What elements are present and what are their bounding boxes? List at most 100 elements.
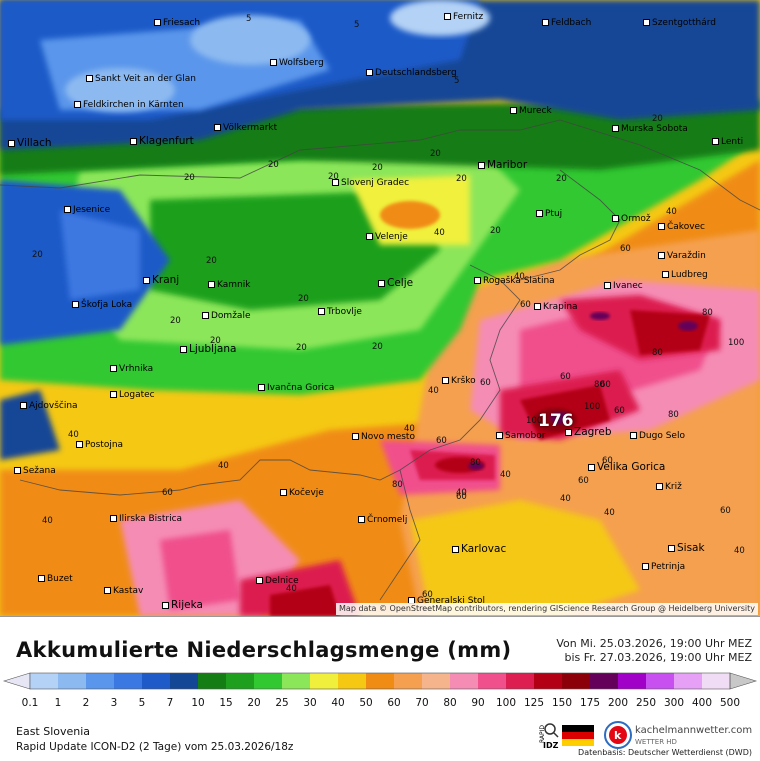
city-label: Sežana [14, 466, 56, 476]
contour-label: 60 [600, 380, 611, 390]
city-name: Ivanec [613, 281, 643, 291]
city-marker-icon [72, 301, 79, 308]
contour-label: 5 [354, 20, 360, 30]
contour-label: 60 [422, 590, 433, 600]
scale-swatch [478, 673, 506, 689]
scale-tick-label: 3 [110, 697, 118, 709]
scale-tick-label: 90 [471, 697, 485, 709]
scale-swatch [646, 673, 674, 689]
city-name: Völkermarkt [223, 123, 278, 133]
city-label: Wolfsberg [270, 58, 324, 68]
contour-label: 60 [578, 476, 589, 486]
city-marker-icon [280, 489, 287, 496]
data-source: Datenbasis: Deutscher Wetterdienst (DWD) [578, 748, 752, 757]
city-name: Petrinja [651, 562, 686, 572]
contour-label: 20 [32, 250, 43, 260]
scale-swatch [198, 673, 226, 689]
contour-label: 100 [728, 338, 745, 348]
contour-label: 80 [470, 458, 481, 468]
city-name: Klagenfurt [139, 135, 194, 147]
legend-panel: Akkumulierte Niederschlagsmenge (mm) Von… [0, 616, 760, 761]
period-text: Von Mi. 25.03.2026, 19:00 Uhr MEZ bis Fr… [556, 637, 752, 665]
precipitation-map[interactable]: Friesach Fernitz Feldbach Szentgotthárd Sank… [0, 0, 760, 616]
contour-label: 60 [436, 436, 447, 446]
contour-label: 20 [268, 160, 279, 170]
city-name: Karlovac [461, 543, 507, 555]
city-marker-icon [332, 179, 339, 186]
contour-label: 80 [652, 348, 663, 358]
city-marker-icon [76, 441, 83, 448]
city-label: Velika Gorica [588, 462, 665, 472]
scale-tick-label: 20 [247, 697, 261, 709]
scale-tick-label: 300 [663, 697, 685, 709]
contour-label: 20 [372, 342, 383, 352]
city-marker-icon [180, 345, 187, 353]
city-label: Villach [8, 138, 52, 148]
city-name: Novo mesto [361, 432, 415, 442]
contour-label: 20 [328, 172, 339, 182]
scale-tick-label: 7 [166, 697, 174, 709]
contour-label: 40 [218, 461, 229, 471]
city-label: Škofja Loka [72, 300, 132, 310]
scale-swatch [58, 673, 86, 689]
city-name: Sežana [23, 466, 56, 476]
city-name: Slovenj Gradec [341, 178, 410, 188]
city-marker-icon [86, 75, 93, 82]
scale-swatch [534, 673, 562, 689]
city-name: Generalski Stol [417, 596, 485, 606]
city-name: Velika Gorica [597, 461, 666, 473]
scale-tick-label: 100 [495, 697, 517, 709]
city-name: Krško [451, 376, 476, 386]
contour-label: 20 [372, 163, 383, 173]
city-marker-icon [258, 384, 265, 391]
contour-label: 40 [404, 424, 415, 434]
city-label: Kastav [104, 586, 143, 596]
scale-tick-label: 175 [579, 697, 601, 709]
city-name: Delnice [265, 576, 299, 586]
contour-label: 80 [702, 308, 713, 318]
city-label: Karlovac [452, 544, 506, 554]
contour-label: 20 [490, 226, 501, 236]
city-name: Ptuj [545, 209, 563, 219]
city-marker-icon [496, 432, 503, 439]
city-name: Villach [17, 137, 52, 149]
city-name: Samobor [505, 431, 546, 441]
city-marker-icon [110, 365, 117, 372]
city-name: Črnomelj [367, 515, 408, 525]
scale-swatch [254, 673, 282, 689]
contour-label: 60 [620, 244, 631, 254]
city-label: Deutschlandsberg [366, 68, 457, 78]
city-label: Kamnik [208, 280, 250, 290]
contour-label: 20 [296, 343, 307, 353]
city-name: Mureck [519, 106, 552, 116]
city-label: Petrinja [642, 562, 685, 572]
city-label: Murska Sobota [612, 124, 688, 134]
city-label: Varaždin [658, 251, 706, 261]
city-marker-icon [442, 377, 449, 384]
contour-label: 60 [456, 492, 467, 502]
contour-label: 5 [246, 14, 252, 24]
city-marker-icon [510, 107, 517, 114]
city-marker-icon [366, 69, 373, 76]
contour-label: 40 [286, 584, 297, 594]
contour-label: 60 [602, 456, 613, 466]
city-name: Celje [387, 277, 414, 289]
city-label: Maribor [478, 160, 527, 170]
scale-arrow-left [2, 672, 31, 690]
scale-arrow-right [729, 672, 758, 690]
city-marker-icon [352, 433, 359, 440]
city-marker-icon [612, 125, 619, 132]
scale-tick-label: 200 [607, 697, 629, 709]
city-label: Rogaška Slatina [474, 276, 555, 286]
city-name: Jesenice [73, 205, 111, 215]
scale-tick-label: 150 [551, 697, 573, 709]
scale-tick-label: 1 [54, 697, 62, 709]
city-marker-icon [8, 139, 15, 147]
city-label: Črnomelj [358, 515, 407, 525]
city-label: Domžale [202, 311, 250, 321]
scale-tick-label: 40 [331, 697, 345, 709]
city-marker-icon [662, 271, 669, 278]
city-label: Kranj [143, 275, 179, 285]
scale-tick-label: 125 [523, 697, 545, 709]
city-name: Ajdovščina [29, 401, 78, 411]
